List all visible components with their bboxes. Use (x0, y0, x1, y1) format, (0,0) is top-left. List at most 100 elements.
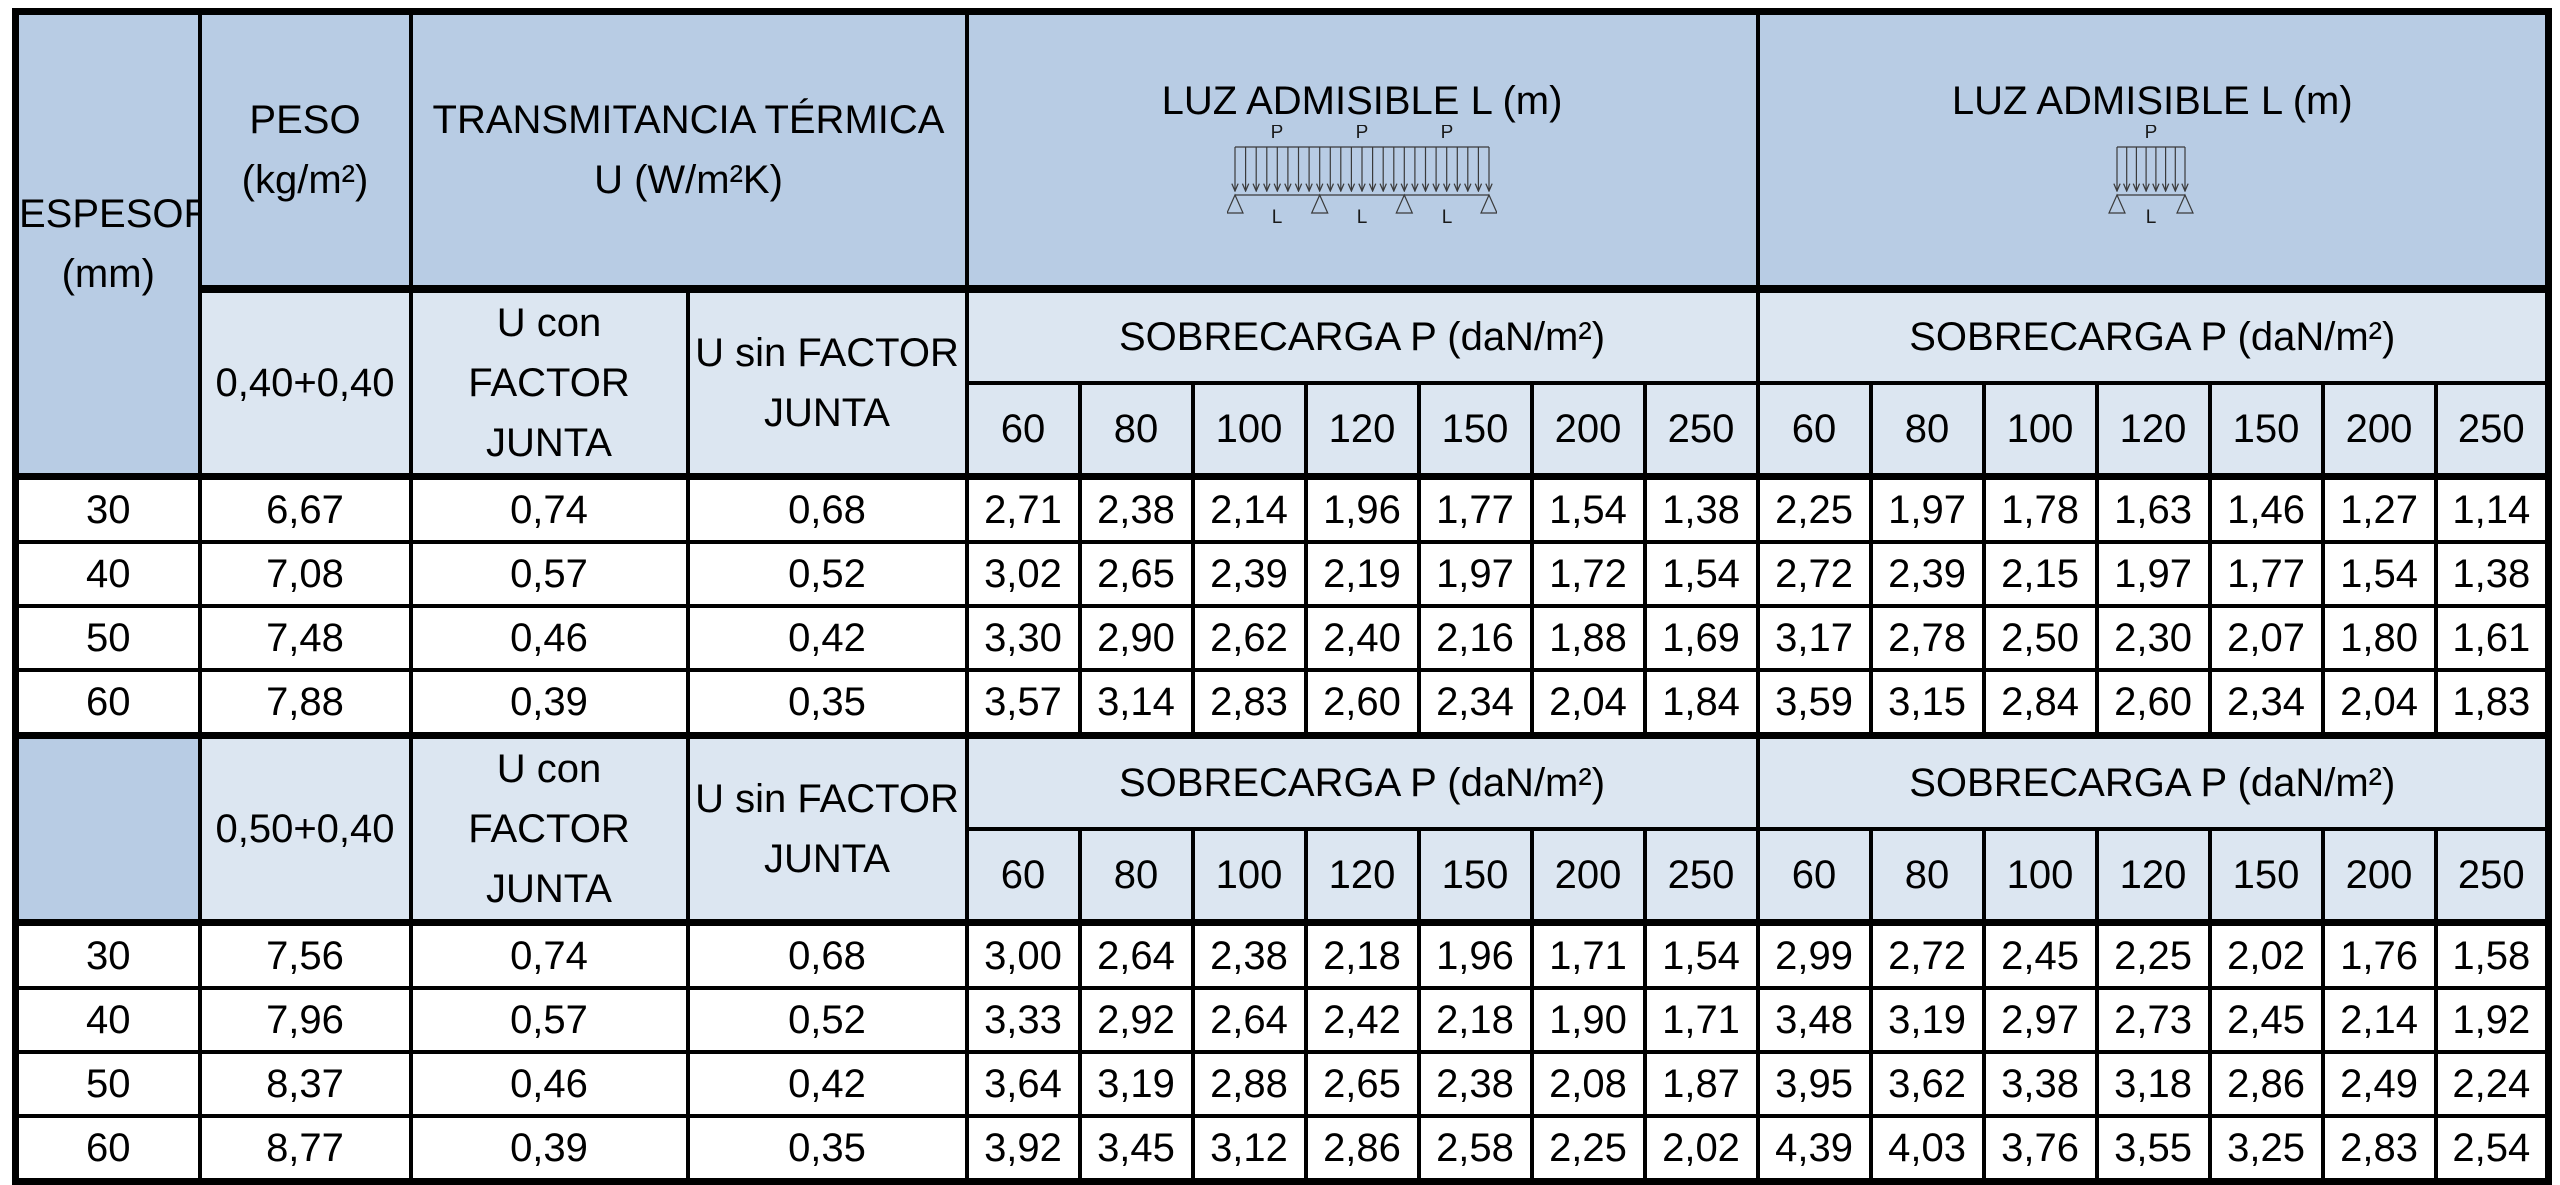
luz-single-value: 2,39 (1868, 540, 1986, 608)
luz-multi-value: 2,19 (1303, 540, 1421, 608)
load-col-header: 120 (1303, 381, 1421, 479)
u-con-value: 0,57 (408, 986, 690, 1054)
luz-single-value: 2,86 (2207, 1050, 2325, 1118)
u-sin-value: 0,35 (685, 1114, 969, 1184)
luz-single-value: 3,59 (1755, 668, 1873, 738)
luz-multi-value: 2,88 (1190, 1050, 1308, 1118)
load-col-header: 60 (964, 827, 1082, 925)
luz-multi-value: 2,40 (1303, 604, 1421, 672)
u-sin-value: 0,42 (685, 1050, 969, 1118)
luz-multi-value: 3,57 (964, 668, 1082, 738)
load-label: P (1356, 125, 1369, 143)
u-sin-factor-junta-header: U sin FACTOR JUNTA (685, 732, 969, 925)
u-con-value: 0,39 (408, 1114, 690, 1184)
luz-single-value: 1,27 (2320, 473, 2438, 544)
peso-value: 7,48 (197, 604, 413, 672)
luz-admisible-single-header-cell: LUZ ADMISIBLE L (m) (1755, 9, 2551, 291)
luz-multi-value: 2,64 (1190, 986, 1308, 1054)
luz-single-value: 2,84 (1981, 668, 2099, 738)
luz-single-value: 1,61 (2433, 604, 2551, 672)
u-sin-factor-junta-header: U sin FACTOR JUNTA (685, 285, 969, 479)
espesor-blank-cell (13, 732, 202, 925)
luz-single-value: 2,14 (2320, 986, 2438, 1054)
load-col-header: 200 (1529, 827, 1647, 925)
table-row: 40 7,08 0,57 0,52 3,02 2,65 2,39 2,19 1,… (13, 540, 2551, 608)
luz-multi-value: 3,12 (1190, 1114, 1308, 1184)
luz-single-value: 3,55 (2094, 1114, 2212, 1184)
luz-multi-value: 3,02 (964, 540, 1082, 608)
table-row: 60 7,88 0,39 0,35 3,57 3,14 2,83 2,60 2,… (13, 668, 2551, 738)
u-con-value: 0,74 (408, 919, 690, 990)
luz-single-value: 2,30 (2094, 604, 2212, 672)
peso-header: PESO (kg/m²) (197, 9, 413, 291)
luz-multi-value: 2,08 (1529, 1050, 1647, 1118)
luz-multi-value: 1,90 (1529, 986, 1647, 1054)
luz-admisible-multi-title: LUZ ADMISIBLE L (m) (1161, 79, 1563, 123)
luz-multi-value: 1,71 (1529, 919, 1647, 990)
load-col-header: 250 (2433, 827, 2551, 925)
luz-single-value: 1,58 (2433, 919, 2551, 990)
espesor-value: 50 (13, 1050, 202, 1118)
luz-multi-value: 1,87 (1642, 1050, 1760, 1118)
luz-multi-value: 2,38 (1190, 919, 1308, 990)
peso-value: 7,88 (197, 668, 413, 738)
luz-single-value: 2,15 (1981, 540, 2099, 608)
luz-multi-value: 3,45 (1077, 1114, 1195, 1184)
load-col-header: 80 (1077, 827, 1195, 925)
peso-variant-1: 0,40+0,40 (197, 285, 413, 479)
luz-single-value: 3,25 (2207, 1114, 2325, 1184)
panel-spans-table: ESPESOR (mm) PESO (kg/m²) TRANSMITANCIA … (12, 8, 2553, 1185)
u-sin-value: 0,68 (685, 473, 969, 544)
espesor-value: 30 (13, 473, 202, 544)
u-sin-value: 0,52 (685, 540, 969, 608)
luz-multi-value: 2,34 (1416, 668, 1534, 738)
espesor-value: 30 (13, 919, 202, 990)
luz-multi-value: 1,88 (1529, 604, 1647, 672)
luz-single-value: 1,78 (1981, 473, 2099, 544)
luz-single-value: 2,02 (2207, 919, 2325, 990)
luz-single-value: 1,46 (2207, 473, 2325, 544)
peso-value: 8,77 (197, 1114, 413, 1184)
luz-single-value: 3,38 (1981, 1050, 2099, 1118)
table-row: 40 7,96 0,57 0,52 3,33 2,92 2,64 2,42 2,… (13, 986, 2551, 1054)
beam-diagram-multi-span: P P P L L L (1227, 125, 1498, 225)
u-con-value: 0,74 (408, 473, 690, 544)
espesor-value: 60 (13, 668, 202, 738)
luz-single-value: 2,49 (2320, 1050, 2438, 1118)
luz-single-value: 2,99 (1755, 919, 1873, 990)
luz-single-value: 2,83 (2320, 1114, 2438, 1184)
luz-single-value: 2,04 (2320, 668, 2438, 738)
luz-single-value: 2,25 (1755, 473, 1873, 544)
load-col-header: 200 (1529, 381, 1647, 479)
luz-multi-value: 1,38 (1642, 473, 1760, 544)
span-label: L (1272, 207, 1283, 225)
load-col-header: 60 (1755, 381, 1873, 479)
luz-single-value: 2,07 (2207, 604, 2325, 672)
luz-single-value: 2,24 (2433, 1050, 2551, 1118)
luz-multi-value: 1,96 (1416, 919, 1534, 990)
luz-multi-value: 1,84 (1642, 668, 1760, 738)
peso-value: 7,56 (197, 919, 413, 990)
header-row-sub-2: 0,50+0,40 U con FACTOR JUNTA U sin FACTO… (13, 732, 2551, 925)
load-col-header: 100 (1190, 827, 1308, 925)
luz-single-value: 1,97 (2094, 540, 2212, 608)
luz-multi-value: 1,69 (1642, 604, 1760, 672)
table-row: 30 6,67 0,74 0,68 2,71 2,38 2,14 1,96 1,… (13, 473, 2551, 544)
header-row-top: ESPESOR (mm) PESO (kg/m²) TRANSMITANCIA … (13, 9, 2551, 479)
luz-single-value: 1,63 (2094, 473, 2212, 544)
luz-multi-value: 2,62 (1190, 604, 1308, 672)
luz-single-value: 3,62 (1868, 1050, 1986, 1118)
luz-single-value: 1,14 (2433, 473, 2551, 544)
load-col-header: 150 (1416, 827, 1534, 925)
luz-single-value: 4,03 (1868, 1114, 1986, 1184)
header-row-sub: 0,40+0,40 U con FACTOR JUNTA U sin FACTO… (16, 284, 2551, 479)
load-col-header: 120 (2094, 381, 2212, 479)
luz-multi-value: 3,19 (1077, 1050, 1195, 1118)
load-col-header: 100 (1190, 381, 1308, 479)
page: ESPESOR (mm) PESO (kg/m²) TRANSMITANCIA … (12, 8, 2553, 1185)
luz-multi-value: 2,71 (964, 473, 1082, 544)
luz-multi-value: 2,65 (1303, 1050, 1421, 1118)
luz-multi-value: 2,65 (1077, 540, 1195, 608)
u-sin-value: 0,35 (685, 668, 969, 738)
sobrecarga-header-single: SOBRECARGA P (daN/m²) (1755, 284, 2551, 386)
